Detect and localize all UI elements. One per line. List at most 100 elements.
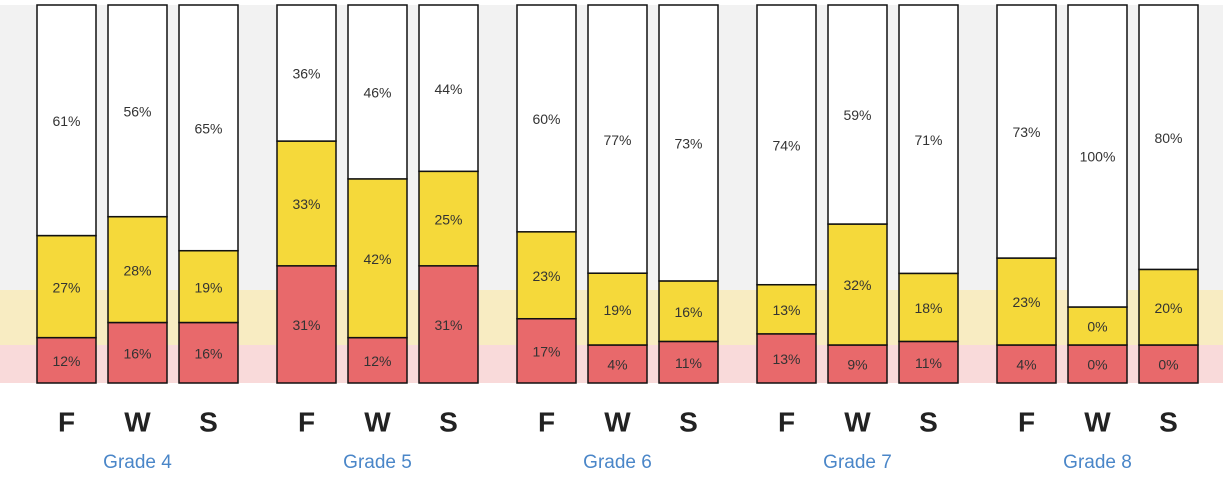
x-tick-label: W	[1084, 406, 1111, 437]
bar-segment	[756, 283, 817, 335]
value-label: 17%	[532, 344, 560, 360]
value-label: 16%	[194, 345, 222, 361]
value-label: 60%	[532, 111, 560, 127]
x-tick-label: W	[844, 406, 871, 437]
value-label: 32%	[843, 277, 871, 293]
bar-segment	[1067, 4, 1128, 308]
bar-segment	[36, 234, 97, 339]
bar-segment	[178, 249, 239, 324]
bar-segment	[898, 4, 959, 275]
value-label: 19%	[603, 302, 631, 318]
bar-segment	[347, 4, 408, 180]
value-label: 73%	[674, 136, 702, 152]
value-label: 12%	[52, 353, 80, 369]
bar-segment	[827, 4, 888, 225]
x-tick-label: W	[364, 406, 391, 437]
bar-segment	[347, 178, 408, 339]
bar-segment	[658, 340, 719, 384]
value-label: 31%	[292, 317, 320, 333]
value-label: 80%	[1154, 130, 1182, 146]
value-label: 13%	[772, 302, 800, 318]
value-label: 65%	[194, 121, 222, 137]
value-label: 20%	[1154, 300, 1182, 316]
group-label: Grade 6	[583, 452, 652, 473]
x-tick-label: F	[538, 406, 555, 437]
bar-segment	[756, 333, 817, 384]
value-label: 77%	[603, 132, 631, 148]
value-label: 23%	[1012, 294, 1040, 310]
bar-segment	[1138, 4, 1199, 271]
x-tick-label: F	[1018, 406, 1035, 437]
value-label: 25%	[434, 211, 462, 227]
value-label: 12%	[363, 353, 391, 369]
value-label: 73%	[1012, 124, 1040, 140]
bar-segment	[996, 257, 1057, 346]
x-tick-label: S	[919, 406, 938, 437]
bar-segment	[1067, 306, 1128, 346]
value-label: 44%	[434, 81, 462, 97]
bar-segment	[587, 4, 648, 274]
x-tick-label: F	[58, 406, 75, 437]
bar-segment	[587, 272, 648, 346]
value-label: 59%	[843, 107, 871, 123]
bar-segment	[107, 4, 168, 218]
x-tick-label: S	[679, 406, 698, 437]
group-label: Grade 5	[343, 452, 412, 473]
value-label: 36%	[292, 66, 320, 82]
value-label: 33%	[292, 196, 320, 212]
value-label: 74%	[772, 138, 800, 154]
value-label: 13%	[772, 351, 800, 367]
bar-segment	[587, 344, 648, 384]
bar-segment	[418, 170, 479, 267]
value-label: 0%	[1087, 319, 1107, 335]
value-label: 27%	[52, 279, 80, 295]
value-label: 56%	[123, 104, 151, 120]
bar-segment	[516, 317, 577, 384]
bar-segment	[1138, 344, 1199, 384]
bar-segment	[1067, 344, 1128, 384]
x-tick-label: S	[439, 406, 458, 437]
bar-segment	[898, 340, 959, 384]
value-label: 42%	[363, 251, 391, 267]
x-tick-label: F	[298, 406, 315, 437]
value-label: 11%	[915, 355, 942, 371]
value-label: 23%	[532, 268, 560, 284]
bar-segment	[418, 4, 479, 173]
bar-segment	[996, 4, 1057, 259]
value-label: 18%	[914, 300, 942, 316]
bar-segment	[276, 4, 337, 142]
value-label: 28%	[123, 262, 151, 278]
bar-segment	[418, 265, 479, 384]
group-label: Grade 7	[823, 452, 892, 473]
bar-segment	[107, 321, 168, 384]
bar-segment	[658, 4, 719, 282]
value-label: 9%	[847, 357, 867, 373]
bar-segment	[36, 4, 97, 237]
bar-segment	[178, 4, 239, 252]
bar-segment	[276, 265, 337, 384]
x-tick-label: S	[1159, 406, 1178, 437]
group-label: Grade 4	[103, 452, 172, 473]
bar-segment	[898, 272, 959, 343]
x-tick-label: W	[124, 406, 151, 437]
value-label: 16%	[123, 345, 151, 361]
bar-segment	[516, 231, 577, 320]
value-label: 19%	[194, 279, 222, 295]
bar-segment	[827, 344, 888, 384]
x-tick-label: W	[604, 406, 631, 437]
value-label: 100%	[1080, 149, 1116, 165]
value-label: 61%	[52, 113, 80, 129]
x-tick-label: S	[199, 406, 218, 437]
group-label: Grade 8	[1063, 452, 1132, 473]
bar-segment	[658, 280, 719, 343]
bar-segment	[996, 344, 1057, 384]
bar-segment	[516, 4, 577, 233]
value-label: 11%	[675, 355, 702, 371]
value-label: 0%	[1087, 357, 1107, 373]
value-label: 4%	[607, 357, 627, 373]
x-tick-label: F	[778, 406, 795, 437]
value-label: 4%	[1016, 357, 1036, 373]
bar-segment	[1138, 268, 1199, 346]
value-label: 71%	[914, 132, 942, 148]
